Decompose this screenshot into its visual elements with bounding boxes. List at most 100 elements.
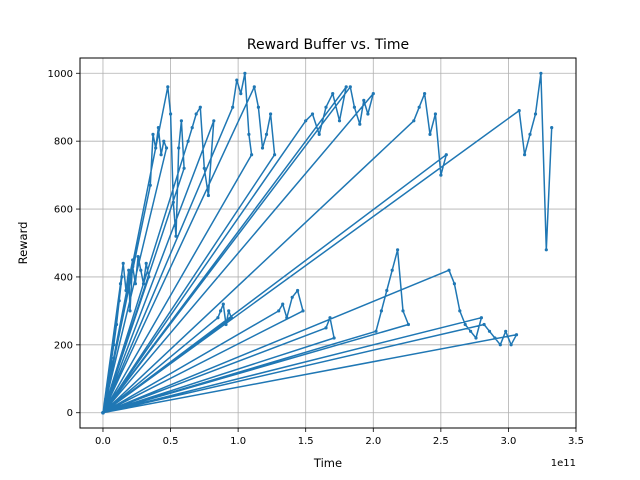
reward-point xyxy=(118,282,123,286)
reward-point xyxy=(105,387,109,391)
reward-point xyxy=(379,309,383,313)
reward-point xyxy=(385,288,389,293)
reward-point xyxy=(141,282,146,286)
reward-point xyxy=(235,78,239,82)
reward-point xyxy=(252,85,256,89)
data-series xyxy=(101,71,554,415)
reward-point xyxy=(108,377,112,381)
reward-point xyxy=(479,316,483,320)
reward-point xyxy=(264,132,269,136)
reward-point xyxy=(463,322,467,327)
reward-point xyxy=(148,183,152,187)
reward-point xyxy=(474,336,478,340)
x-tick-label: 1.0 xyxy=(230,436,246,447)
reward-point xyxy=(301,309,305,313)
y-axis-label: Reward xyxy=(16,222,30,265)
reward-point xyxy=(281,302,285,306)
reward-point xyxy=(493,336,497,340)
reward-point xyxy=(428,132,432,136)
reward-point xyxy=(151,132,155,136)
reward-point xyxy=(352,105,356,109)
reward-point xyxy=(229,316,233,320)
reward-point xyxy=(544,248,548,252)
reward-point xyxy=(324,326,328,330)
reward-point xyxy=(121,261,125,265)
reward-point xyxy=(112,356,116,360)
reward-point xyxy=(156,126,160,130)
reward-point xyxy=(371,92,375,96)
reward-point xyxy=(533,112,538,116)
reward-point xyxy=(131,258,135,262)
reward-point xyxy=(401,309,405,313)
reward-point xyxy=(509,343,513,347)
reward-point xyxy=(164,146,169,150)
reward-point xyxy=(374,329,378,333)
y-tick-label: 1000 xyxy=(48,69,73,80)
reward-point xyxy=(324,105,328,109)
reward-point xyxy=(296,288,300,293)
reward-point xyxy=(154,146,158,150)
reward-point xyxy=(112,343,116,347)
reward-point xyxy=(179,119,183,123)
reward-point xyxy=(514,333,519,337)
reward-point xyxy=(390,268,394,272)
reward-point xyxy=(194,112,198,116)
x-tick-label: 3.0 xyxy=(500,436,516,447)
reward-point xyxy=(159,153,163,157)
reward-point xyxy=(362,98,366,102)
reward-point xyxy=(247,132,251,136)
reward-point xyxy=(136,255,140,259)
reward-point xyxy=(504,329,508,333)
x-tick-label: 2.5 xyxy=(433,436,449,447)
reward-point xyxy=(406,322,410,327)
reward-point xyxy=(216,316,220,320)
reward-point xyxy=(239,92,243,96)
reward-point xyxy=(260,146,265,150)
reward-point xyxy=(182,166,186,170)
reward-point xyxy=(317,132,321,136)
reward-point xyxy=(331,92,335,96)
reward-point xyxy=(550,126,554,130)
reward-point xyxy=(517,109,521,113)
reward-point xyxy=(101,411,105,415)
reward-point xyxy=(482,322,486,327)
reward-point xyxy=(177,146,181,150)
reward-point xyxy=(109,363,113,367)
reward-point xyxy=(277,309,281,313)
reward-point xyxy=(162,139,166,143)
reward-point xyxy=(190,126,194,130)
reward-point xyxy=(348,85,352,89)
x-tick-label: 0.5 xyxy=(163,436,179,447)
x-axis-label: Time xyxy=(313,456,342,470)
reward-point xyxy=(285,316,289,320)
reward-point xyxy=(344,85,348,89)
reward-point xyxy=(358,122,362,126)
reward-point xyxy=(439,173,443,177)
reward-point xyxy=(227,309,231,313)
reward-point xyxy=(337,119,342,123)
reward-point xyxy=(117,299,121,303)
reward-point xyxy=(487,329,492,333)
reward-point xyxy=(120,275,124,279)
reward-point xyxy=(528,132,532,136)
reward-point xyxy=(174,234,178,238)
reward-point xyxy=(221,302,225,306)
reward-point xyxy=(127,268,131,272)
x-tick-label: 0.0 xyxy=(95,436,111,447)
reward-point xyxy=(212,119,216,123)
reward-point xyxy=(433,112,437,116)
y-tick-label: 400 xyxy=(54,272,73,283)
plot-frame xyxy=(79,57,577,429)
reward-point xyxy=(256,105,260,109)
reward-point xyxy=(366,112,370,116)
reward-point xyxy=(124,288,128,293)
y-tick-label: 0 xyxy=(67,408,73,419)
reward-point xyxy=(523,153,527,157)
reward-point xyxy=(169,112,173,116)
reward-point xyxy=(310,112,315,116)
x-tick-label: 1.5 xyxy=(298,436,314,447)
reward-point xyxy=(243,71,247,75)
reward-point xyxy=(128,309,132,313)
